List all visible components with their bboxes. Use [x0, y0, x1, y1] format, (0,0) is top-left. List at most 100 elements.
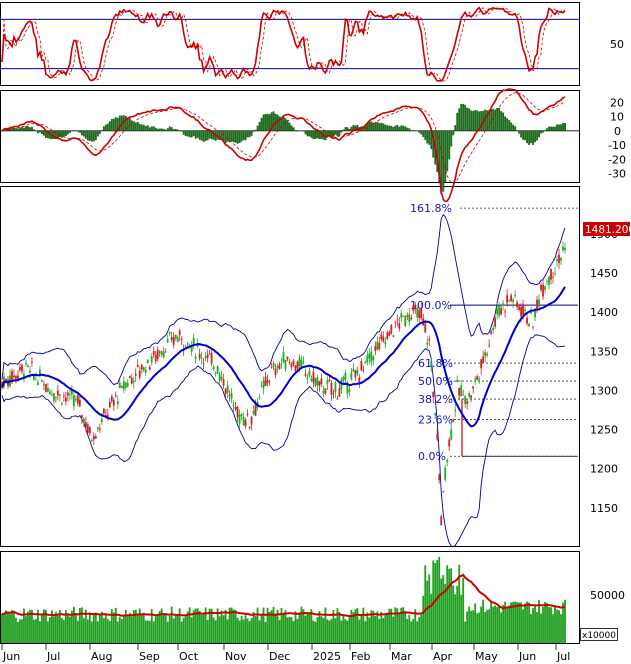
candle-body: [404, 315, 407, 327]
candle-body: [310, 378, 313, 381]
volume-bar: [216, 608, 219, 643]
macd-histogram-bar: [192, 130, 195, 137]
macd-histogram-bar: [404, 126, 407, 131]
volume-bar: [436, 559, 439, 643]
macd-histogram-bar: [170, 127, 173, 131]
candle-body: [426, 342, 429, 345]
volume-bar: [130, 616, 133, 643]
candle-body: [144, 369, 147, 373]
candle-body: [506, 295, 509, 303]
volume-bar: [550, 607, 552, 643]
macd-histogram-bar: [458, 108, 461, 131]
macd-histogram-bar: [538, 130, 541, 138]
candle-body: [372, 356, 375, 361]
macd-histogram-bar: [60, 130, 63, 138]
volume-bar: [476, 613, 479, 643]
candle-body: [246, 414, 249, 415]
volume-bar: [342, 614, 345, 643]
candle-body: [29, 370, 31, 373]
candle-body: [90, 440, 93, 442]
candle-body: [186, 343, 189, 345]
candle-body: [402, 315, 405, 317]
macd-histogram-bar: [554, 126, 557, 131]
macd-histogram-bar: [45, 130, 47, 138]
macd-histogram-bar: [96, 130, 99, 137]
candle-body: [418, 309, 421, 319]
candle-body: [140, 364, 143, 370]
candle-body: [366, 355, 369, 363]
candle-body: [110, 396, 113, 401]
volume-bar: [132, 610, 135, 643]
macd-histogram-bar: [406, 127, 409, 131]
macd-histogram-bar: [498, 108, 501, 131]
candle-body: [58, 394, 61, 396]
macd-histogram-bar: [324, 130, 327, 141]
month-label: 2025: [313, 650, 341, 663]
volume-bar: [510, 602, 512, 643]
volume-bar: [380, 611, 383, 643]
macd-histogram-bar: [254, 129, 257, 131]
candle-body: [152, 350, 155, 355]
candle-body: [92, 435, 95, 440]
volume-bar: [506, 608, 509, 643]
macd-histogram-bar: [158, 128, 161, 131]
macd-histogram-bar: [260, 117, 263, 131]
volume-bar: [408, 614, 411, 643]
macd-histogram-bar: [43, 130, 45, 136]
volume-bar: [418, 616, 421, 643]
macd-histogram-bar: [476, 110, 479, 131]
volume-bar: [142, 612, 145, 643]
candle-body: [51, 394, 53, 396]
candle-body: [358, 377, 361, 383]
candle-body: [41, 380, 43, 382]
volume-bar: [124, 609, 127, 643]
candle-body: [384, 342, 387, 345]
macd-histogram-bar: [334, 130, 337, 135]
volume-bar: [122, 614, 125, 643]
volume-bar: [434, 563, 437, 643]
candle-body: [298, 357, 301, 367]
volume-bar: [21, 619, 23, 643]
volume-bar: [114, 607, 117, 643]
volume-bar: [328, 620, 331, 643]
volume-bar: [280, 607, 283, 643]
volume-bar: [528, 602, 530, 643]
candle-body: [80, 415, 83, 418]
volume-bar: [176, 615, 179, 643]
candle-body: [536, 299, 538, 310]
candle-body: [120, 386, 123, 388]
macd-histogram-bar: [312, 130, 315, 140]
candle-body: [230, 392, 233, 399]
candle-body: [190, 345, 193, 352]
volume-bar: [472, 610, 475, 643]
candle-body: [316, 377, 319, 386]
candle-body: [364, 361, 367, 364]
candle-body: [114, 395, 117, 397]
volume-bar: [118, 616, 121, 643]
candle-body: [394, 322, 397, 323]
volume-bar: [37, 609, 39, 643]
candle-body: [414, 304, 417, 310]
candle-body: [556, 259, 558, 261]
volume-bar: [554, 606, 556, 643]
candle-body: [562, 246, 564, 251]
macd-histogram-bar: [460, 103, 463, 131]
volume-bar: [168, 615, 171, 643]
volume-bar: [5, 610, 7, 643]
volume-bar: [324, 607, 327, 643]
macd-histogram-bar: [136, 121, 139, 131]
candle-body: [444, 467, 447, 480]
volume-bar: [108, 620, 111, 643]
volume-bar: [378, 619, 381, 643]
macd-histogram-bar: [464, 104, 467, 131]
macd-histogram-bar: [414, 130, 417, 131]
candle-body: [356, 369, 359, 374]
volume-bar: [43, 609, 45, 643]
candle-body: [164, 351, 167, 353]
price-layer: 161.8%100.0%61.8%50.0%38.2%23.6%0.0%: [1, 202, 578, 548]
volume-bar: [360, 614, 363, 643]
volume-bar: [49, 617, 51, 643]
volume-bar: [33, 619, 35, 643]
macd-histogram-bar: [540, 130, 543, 134]
candle-body: [550, 268, 552, 280]
